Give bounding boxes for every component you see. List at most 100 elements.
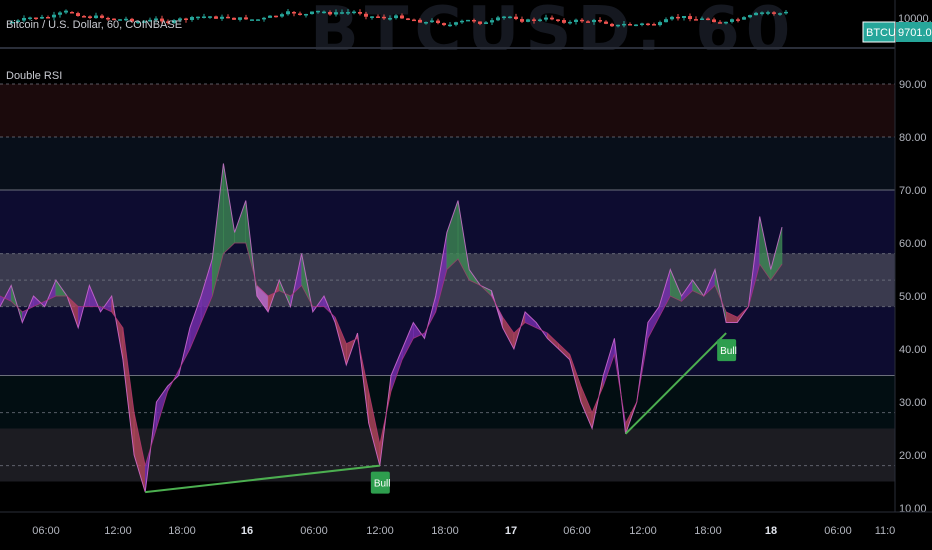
candle-body [148, 19, 152, 22]
x-tick-label: 12:00 [366, 525, 394, 537]
candle-body [400, 15, 404, 19]
candle-body [82, 16, 86, 18]
candle-body [70, 12, 74, 14]
candle-body [784, 11, 788, 14]
candle-body [622, 23, 626, 26]
candle-body [262, 17, 266, 20]
candle-body [52, 14, 56, 18]
price-pane[interactable] [0, 0, 895, 48]
divergence-line [624, 332, 727, 435]
candle-body [412, 19, 416, 22]
y-tick-label: 60.00 [899, 238, 927, 250]
x-tick-label: 06:00 [563, 525, 591, 537]
candle-body [712, 19, 716, 23]
candle-body [40, 16, 44, 19]
x-tick-label: 17 [505, 525, 517, 537]
x-tick-label: 06:00 [32, 525, 60, 537]
candle-body [706, 18, 710, 21]
candle-body [550, 17, 554, 20]
x-tick-label: 06:00 [824, 525, 852, 537]
y-tick-label: 20.00 [899, 450, 927, 462]
candle-body [376, 16, 380, 18]
candle-body [88, 16, 92, 19]
candle-body [292, 12, 296, 14]
time-axis[interactable] [0, 512, 932, 550]
candle-body [754, 12, 758, 16]
candle-body [334, 12, 338, 15]
candle-body [724, 21, 728, 24]
rsi-band [0, 375, 895, 429]
candle-body [736, 19, 740, 21]
candle-body [544, 17, 548, 20]
candle-body [142, 21, 146, 23]
candle-body [580, 19, 584, 22]
candle-body [496, 17, 500, 21]
candle-body [778, 13, 782, 15]
candle-body [772, 12, 776, 14]
candle-body [556, 19, 560, 21]
candle-body [346, 12, 350, 14]
candle-body [382, 16, 386, 19]
y-tick-label: 40.00 [899, 344, 927, 356]
rsi-fast-line [0, 163, 783, 493]
x-tick-label: 12:00 [629, 525, 657, 537]
divergence-lines: Bull Bull [145, 332, 737, 494]
bull-label [370, 471, 390, 494]
x-tick-label: 18:00 [694, 525, 722, 537]
y-tick-label: 80.00 [899, 132, 927, 144]
candle-body [250, 19, 254, 21]
candle-body [664, 19, 668, 23]
x-tick-label: 18:00 [168, 525, 196, 537]
symbol-title[interactable]: Bitcoin / U.S. Dollar, 60, COINBASE [6, 19, 182, 31]
candle-body [172, 20, 176, 23]
candle-body [454, 22, 458, 25]
y-tick-label: 70.00 [899, 185, 927, 197]
candle-body [118, 19, 122, 21]
candle-body [388, 18, 392, 20]
candle-body [112, 18, 116, 21]
x-tick-label: 11:0 [875, 525, 896, 537]
x-tick-label: 06:00 [300, 525, 328, 537]
candle-body [394, 15, 398, 19]
candle-body [16, 20, 20, 22]
rsi-y-axis: 90.00 80.00 70.00 60.00 50.00 40.00 30.00 20.00… [899, 79, 927, 515]
y-tick-label: 50.00 [899, 291, 927, 303]
candle-body [484, 22, 488, 24]
candle-body [628, 24, 632, 26]
candle-body [244, 17, 248, 20]
price-candles [10, 9, 788, 28]
candle-body [634, 24, 638, 27]
candle-body [130, 18, 134, 22]
candle-body [166, 21, 170, 23]
candle-body [562, 20, 566, 23]
candle-body [268, 15, 272, 18]
candle-body [748, 15, 752, 18]
candle-body [532, 19, 536, 21]
indicator-name[interactable]: Double RSI [6, 70, 62, 82]
candle-body [640, 23, 644, 25]
rsi-band [0, 84, 895, 137]
candle-body [430, 20, 434, 23]
rsi-slow-line [0, 242, 783, 466]
candle-body [34, 17, 38, 20]
candle-body [472, 19, 476, 22]
candle-body [616, 24, 620, 27]
price-badge-label: 9701.08 [898, 27, 932, 39]
candle-body [436, 20, 440, 24]
bull-label [717, 339, 737, 362]
candle-body [94, 15, 98, 19]
price-axis[interactable] [895, 0, 932, 512]
candle-body [418, 19, 422, 23]
candle-body [766, 12, 770, 14]
candle-body [220, 16, 224, 19]
x-tick-label: 18 [765, 525, 777, 537]
candle-body [136, 21, 140, 24]
candle-body [100, 15, 104, 18]
candle-body [358, 12, 362, 14]
rsi-lines [0, 163, 783, 493]
rsi-band [0, 306, 895, 376]
candle-body [154, 18, 158, 21]
x-tick-label: 12:00 [104, 525, 132, 537]
candle-body [202, 16, 206, 18]
